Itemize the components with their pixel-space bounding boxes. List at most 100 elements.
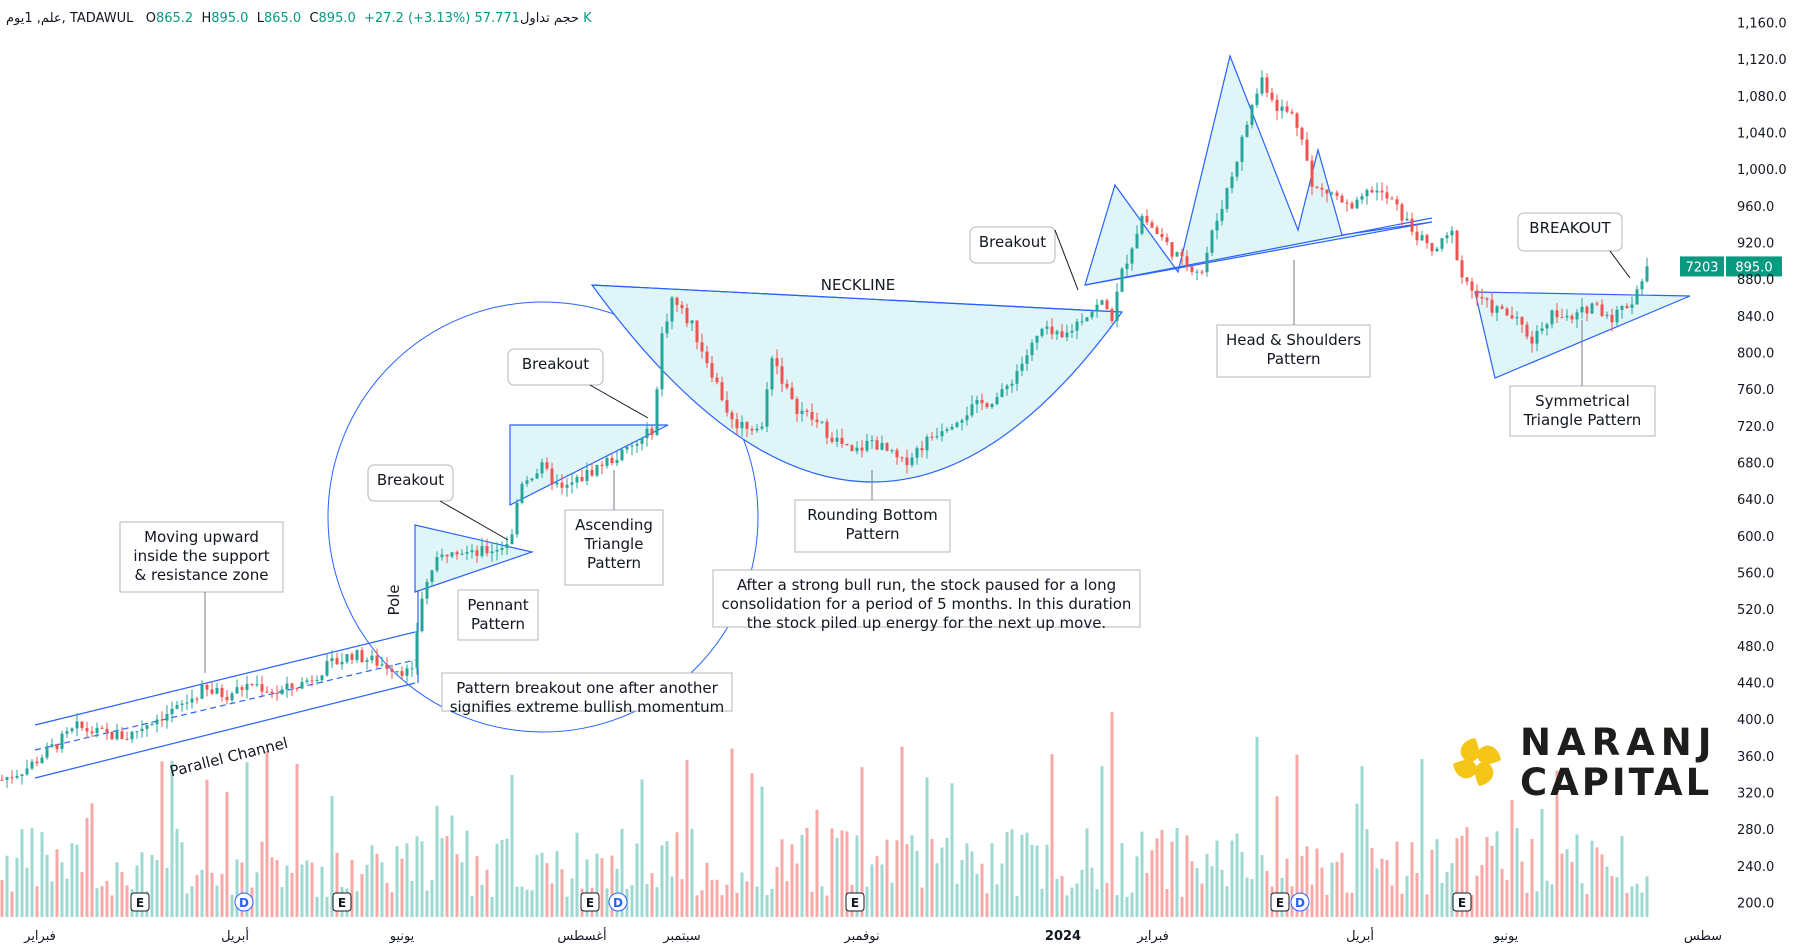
volume-bar xyxy=(1355,803,1359,917)
candle-body xyxy=(650,428,654,435)
candle-body xyxy=(615,460,619,464)
volume-bar xyxy=(1540,808,1544,917)
candle-body xyxy=(690,320,694,324)
volume-value: 57.771 K xyxy=(474,11,592,26)
price-axis: 1,160.0 1,120.0 1,080.0 1,040.0 1,000.0 960.0… xyxy=(1737,17,1787,912)
candle-body xyxy=(1600,304,1604,316)
pattern-outline xyxy=(509,424,669,506)
candle-body xyxy=(205,684,209,690)
candle-body xyxy=(1325,189,1329,194)
volume-bar xyxy=(1050,754,1054,917)
volume-badge xyxy=(1680,256,1724,277)
candle-body xyxy=(990,404,994,408)
candle-body xyxy=(1060,331,1064,338)
time-axis: فبراير أبريل يونيو أغسطس سبتمبر نوفمبر 2024 فبر… xyxy=(23,927,1722,944)
candle-body xyxy=(1525,324,1529,337)
event-marker-label: D xyxy=(1295,896,1305,910)
volume-bar xyxy=(205,779,209,917)
open-value: 865.2 xyxy=(155,11,194,26)
annotation-text: BREAKOUT xyxy=(1529,219,1611,237)
candle-body xyxy=(490,551,494,554)
candle-body xyxy=(185,702,189,704)
volume-bar xyxy=(730,748,734,917)
candle-body xyxy=(1035,335,1039,343)
candle-body xyxy=(275,692,279,695)
volume-bar xyxy=(1310,884,1314,917)
volume-bar xyxy=(90,803,94,917)
candle-body xyxy=(1305,139,1309,161)
candle-body xyxy=(455,552,459,555)
volume-bar xyxy=(435,805,439,917)
volume-bar xyxy=(1005,832,1009,917)
annotation-box xyxy=(119,521,284,593)
volume-bar xyxy=(350,859,354,917)
volume-bar xyxy=(950,783,954,917)
candle-body xyxy=(250,684,254,686)
volume-bar xyxy=(1080,869,1084,917)
candle-body xyxy=(1125,263,1129,269)
volume-bar xyxy=(235,859,239,917)
volume-bar xyxy=(255,872,259,917)
volume-bar xyxy=(940,847,944,917)
volume-bar xyxy=(685,760,689,917)
candle-body xyxy=(1320,187,1324,190)
price-tick-label: 1,000.0 xyxy=(1737,163,1787,178)
candle-body xyxy=(645,428,649,439)
volume-bar xyxy=(1200,883,1204,917)
volume-bar xyxy=(310,862,314,917)
volume-bar xyxy=(285,865,289,917)
candle-body xyxy=(1340,195,1344,203)
candle-body xyxy=(160,719,164,721)
candle-body xyxy=(1255,93,1259,105)
candle-body xyxy=(640,438,644,444)
candle-body xyxy=(1500,306,1504,309)
candle-body xyxy=(695,320,699,343)
time-tick-label: فبراير xyxy=(1136,929,1169,944)
volume-bar xyxy=(930,838,934,917)
volume-bar xyxy=(695,895,699,917)
candle-body xyxy=(880,443,884,450)
symbol-label[interactable]: علم, 1يوم, TADAWUL xyxy=(6,11,134,26)
candle-body xyxy=(100,727,104,729)
volume-bar xyxy=(1140,831,1144,917)
volume-bar xyxy=(520,886,524,917)
volume-bar xyxy=(1330,862,1334,917)
candle-body xyxy=(1490,299,1494,313)
volume-bar xyxy=(1465,827,1469,917)
time-tick-label: يونيو xyxy=(389,929,415,944)
volume-bar xyxy=(540,852,544,917)
candle-body xyxy=(1310,160,1314,187)
volume-bar xyxy=(355,891,359,917)
candle-body xyxy=(1225,188,1229,209)
change-value: +27.2 (+3.13%) xyxy=(364,11,471,26)
price-tick-label: 1,120.0 xyxy=(1737,53,1787,68)
candle-body xyxy=(1250,104,1254,125)
candle-body xyxy=(25,768,29,775)
candle-body xyxy=(1300,127,1304,140)
volume-bar xyxy=(280,887,284,917)
candle-body xyxy=(950,426,954,430)
candle-body xyxy=(230,693,234,701)
candle-body xyxy=(1645,266,1649,282)
candle-body xyxy=(705,351,709,364)
candle-body xyxy=(655,389,659,435)
candle-body xyxy=(515,502,519,535)
dividend-marker xyxy=(608,892,628,912)
candle-body xyxy=(1535,330,1539,344)
volume-bar xyxy=(1480,865,1484,917)
volume-bar xyxy=(450,815,454,917)
candle-body xyxy=(945,429,949,432)
volume-bar xyxy=(765,895,769,917)
price-tick-label: 840.0 xyxy=(1737,310,1774,325)
event-marker-label: E xyxy=(1458,896,1466,910)
candle-body xyxy=(1385,192,1389,199)
volume-bar xyxy=(1150,850,1154,917)
annotation-text: Pattern breakout one after another xyxy=(456,679,718,697)
annotation-text: & resistance zone xyxy=(135,566,269,584)
candle-body xyxy=(600,464,604,466)
volume-bar xyxy=(560,869,564,917)
candle-body xyxy=(1370,189,1374,193)
candle-body xyxy=(260,684,264,692)
candle-body xyxy=(1240,136,1244,162)
